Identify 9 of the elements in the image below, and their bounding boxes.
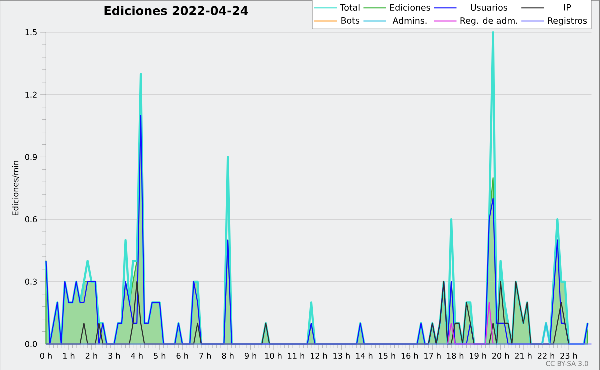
legend-label: Reg. de adm. <box>460 17 518 26</box>
chart-title: Ediciones 2022-04-24 <box>104 6 248 16</box>
legend-label: Total <box>340 4 360 11</box>
legend-label: Ediciones <box>390 4 430 11</box>
legend-label: Admins. <box>392 17 427 24</box>
legend-label: IP <box>564 4 572 10</box>
legend-label: Bots <box>342 17 360 24</box>
legend-label: Usuarios <box>471 4 508 11</box>
legend-label: Registros <box>548 17 588 26</box>
